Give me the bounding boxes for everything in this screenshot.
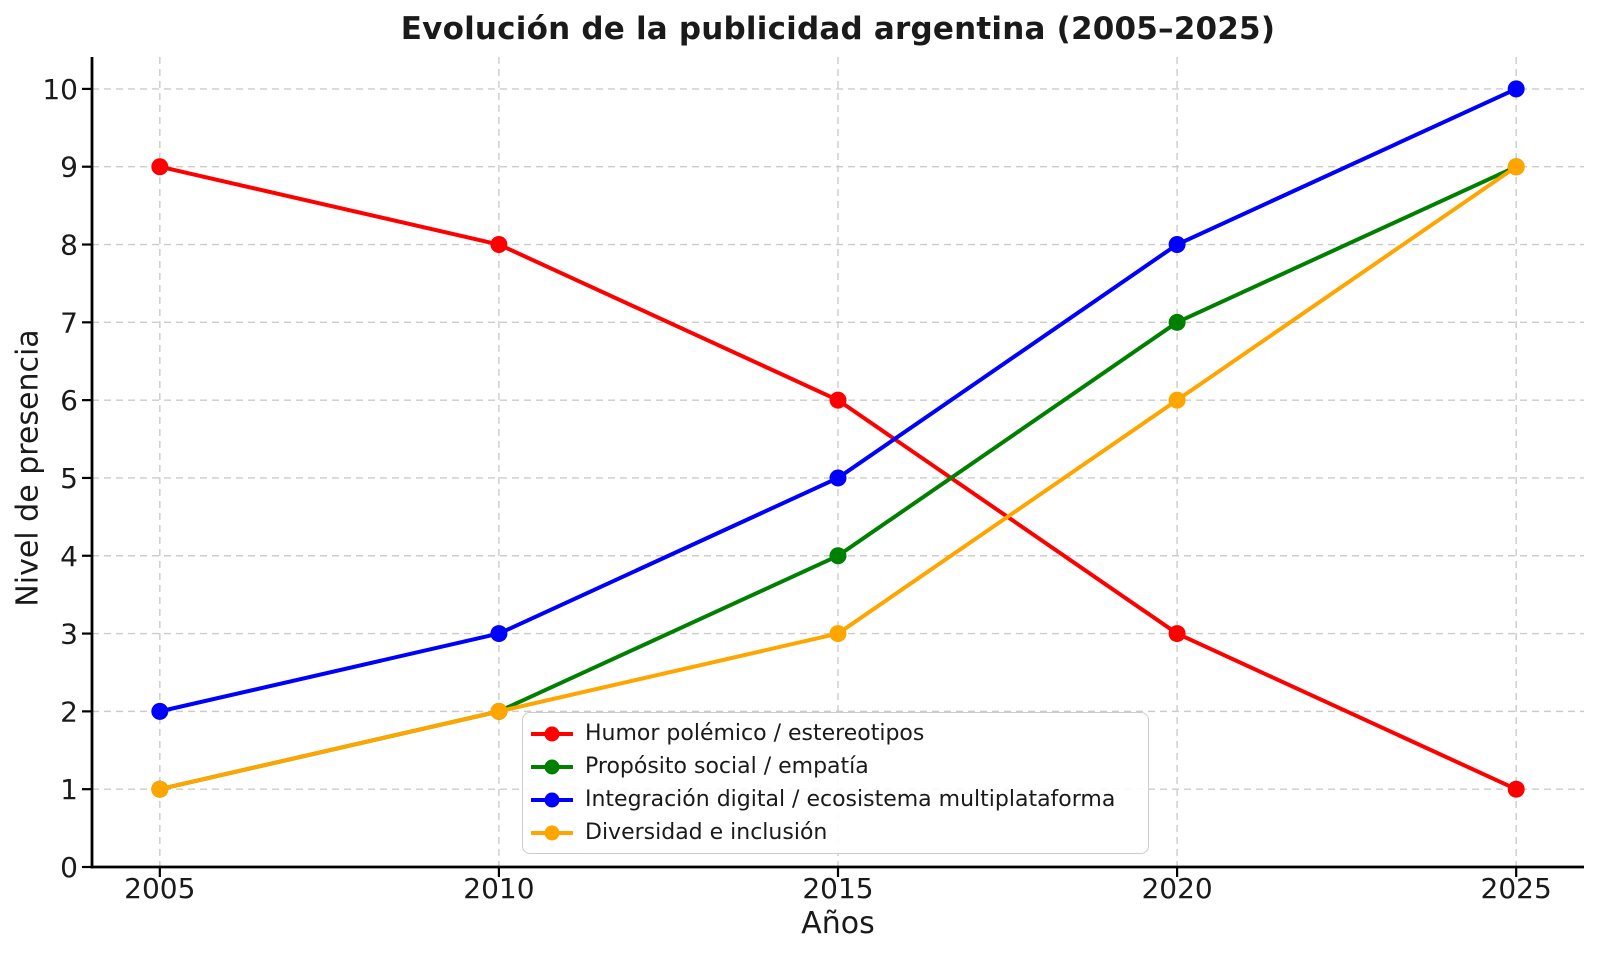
y-tick-label: 6 bbox=[60, 384, 78, 417]
legend-swatch-icon bbox=[531, 759, 573, 774]
y-tick-label: 10 bbox=[42, 73, 78, 106]
data-point bbox=[829, 625, 847, 643]
y-tick-label: 2 bbox=[60, 695, 78, 728]
x-axis-label: Años bbox=[801, 906, 875, 941]
legend-label: Diversidad e inclusión bbox=[585, 820, 828, 845]
y-tick-label: 1 bbox=[60, 773, 78, 806]
legend-swatch-icon bbox=[531, 726, 573, 741]
legend-swatch-icon bbox=[531, 792, 573, 807]
data-point bbox=[1507, 80, 1525, 98]
legend-item: Propósito social / empatía bbox=[531, 752, 1140, 782]
x-tick-label: 2020 bbox=[1141, 872, 1212, 905]
x-tick-label: 2010 bbox=[463, 872, 534, 905]
data-point bbox=[1168, 236, 1186, 254]
data-point bbox=[151, 780, 169, 798]
legend: Humor polémico / estereotipos Propósito s… bbox=[522, 712, 1149, 854]
x-tick-label: 2025 bbox=[1481, 872, 1552, 905]
data-point bbox=[490, 625, 508, 643]
y-tick-label: 7 bbox=[60, 306, 78, 339]
data-point bbox=[490, 702, 508, 720]
legend-item: Integración digital / ecosistema multipl… bbox=[531, 785, 1140, 815]
y-axis-label: Nivel de presencia bbox=[10, 329, 46, 607]
data-point bbox=[490, 236, 508, 254]
data-point bbox=[1168, 313, 1186, 331]
data-point bbox=[1507, 158, 1525, 176]
legend-label: Integración digital / ecosistema multipl… bbox=[585, 787, 1116, 812]
y-tick-label: 8 bbox=[60, 229, 78, 262]
legend-item: Diversidad e inclusión bbox=[531, 818, 1140, 848]
y-tick-label: 5 bbox=[60, 462, 78, 495]
y-tick-label: 0 bbox=[60, 851, 78, 884]
y-tick-label: 9 bbox=[60, 151, 78, 184]
legend-item: Humor polémico / estereotipos bbox=[531, 719, 1140, 749]
data-point bbox=[1168, 391, 1186, 409]
data-point bbox=[151, 702, 169, 720]
x-tick-label: 2005 bbox=[124, 872, 195, 905]
data-point bbox=[1168, 625, 1186, 643]
legend-label: Humor polémico / estereotipos bbox=[585, 721, 925, 746]
data-point bbox=[1507, 780, 1525, 798]
data-point bbox=[829, 391, 847, 409]
data-point bbox=[829, 469, 847, 487]
legend-swatch-icon bbox=[531, 825, 573, 840]
legend-label: Propósito social / empatía bbox=[585, 754, 869, 779]
x-tick-label: 2015 bbox=[802, 872, 873, 905]
data-point bbox=[151, 158, 169, 176]
y-tick-label: 4 bbox=[60, 540, 78, 573]
y-tick-label: 3 bbox=[60, 618, 78, 651]
chart-title: Evolución de la publicidad argentina (20… bbox=[400, 11, 1276, 47]
data-point bbox=[829, 547, 847, 565]
